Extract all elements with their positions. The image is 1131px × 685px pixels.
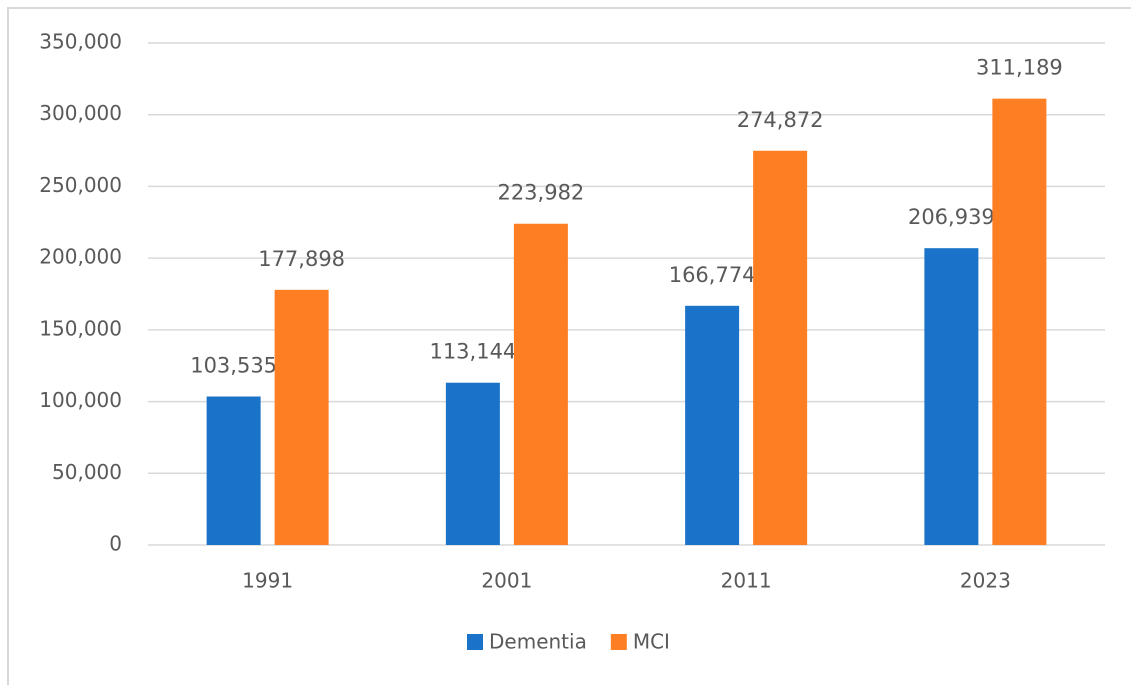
data-label: 177,898 bbox=[258, 247, 345, 271]
x-tick-label: 2023 bbox=[960, 569, 1011, 593]
data-label: 311,189 bbox=[976, 56, 1063, 80]
data-label: 223,982 bbox=[497, 181, 584, 205]
data-label: 166,774 bbox=[669, 263, 756, 287]
bar bbox=[513, 223, 568, 545]
y-tick-label: 250,000 bbox=[39, 173, 122, 197]
chart-frame bbox=[7, 7, 1131, 685]
y-tick-label: 150,000 bbox=[39, 316, 122, 340]
data-label: 206,939 bbox=[908, 205, 995, 229]
y-tick-label: 300,000 bbox=[39, 101, 122, 125]
bar bbox=[992, 98, 1047, 545]
x-tick-label: 2001 bbox=[481, 569, 532, 593]
bar bbox=[274, 289, 329, 545]
data-label: 274,872 bbox=[737, 108, 824, 132]
legend-label: MCI bbox=[633, 630, 670, 654]
bar bbox=[924, 248, 979, 545]
x-tick-label: 1991 bbox=[242, 569, 293, 593]
bar bbox=[753, 150, 808, 546]
data-label: 103,535 bbox=[190, 354, 277, 378]
legend-swatch bbox=[467, 634, 483, 650]
y-tick-label: 200,000 bbox=[39, 245, 122, 269]
x-tick-label: 2011 bbox=[721, 569, 772, 593]
y-tick-label: 0 bbox=[109, 532, 122, 556]
y-tick-label: 100,000 bbox=[39, 388, 122, 412]
legend-label: Dementia bbox=[489, 630, 587, 654]
bar bbox=[445, 382, 500, 545]
y-tick-label: 350,000 bbox=[39, 30, 122, 54]
data-label: 113,144 bbox=[429, 340, 516, 364]
y-tick-label: 50,000 bbox=[52, 460, 122, 484]
bar bbox=[206, 396, 261, 545]
legend-swatch bbox=[610, 634, 627, 650]
bar bbox=[685, 305, 740, 545]
